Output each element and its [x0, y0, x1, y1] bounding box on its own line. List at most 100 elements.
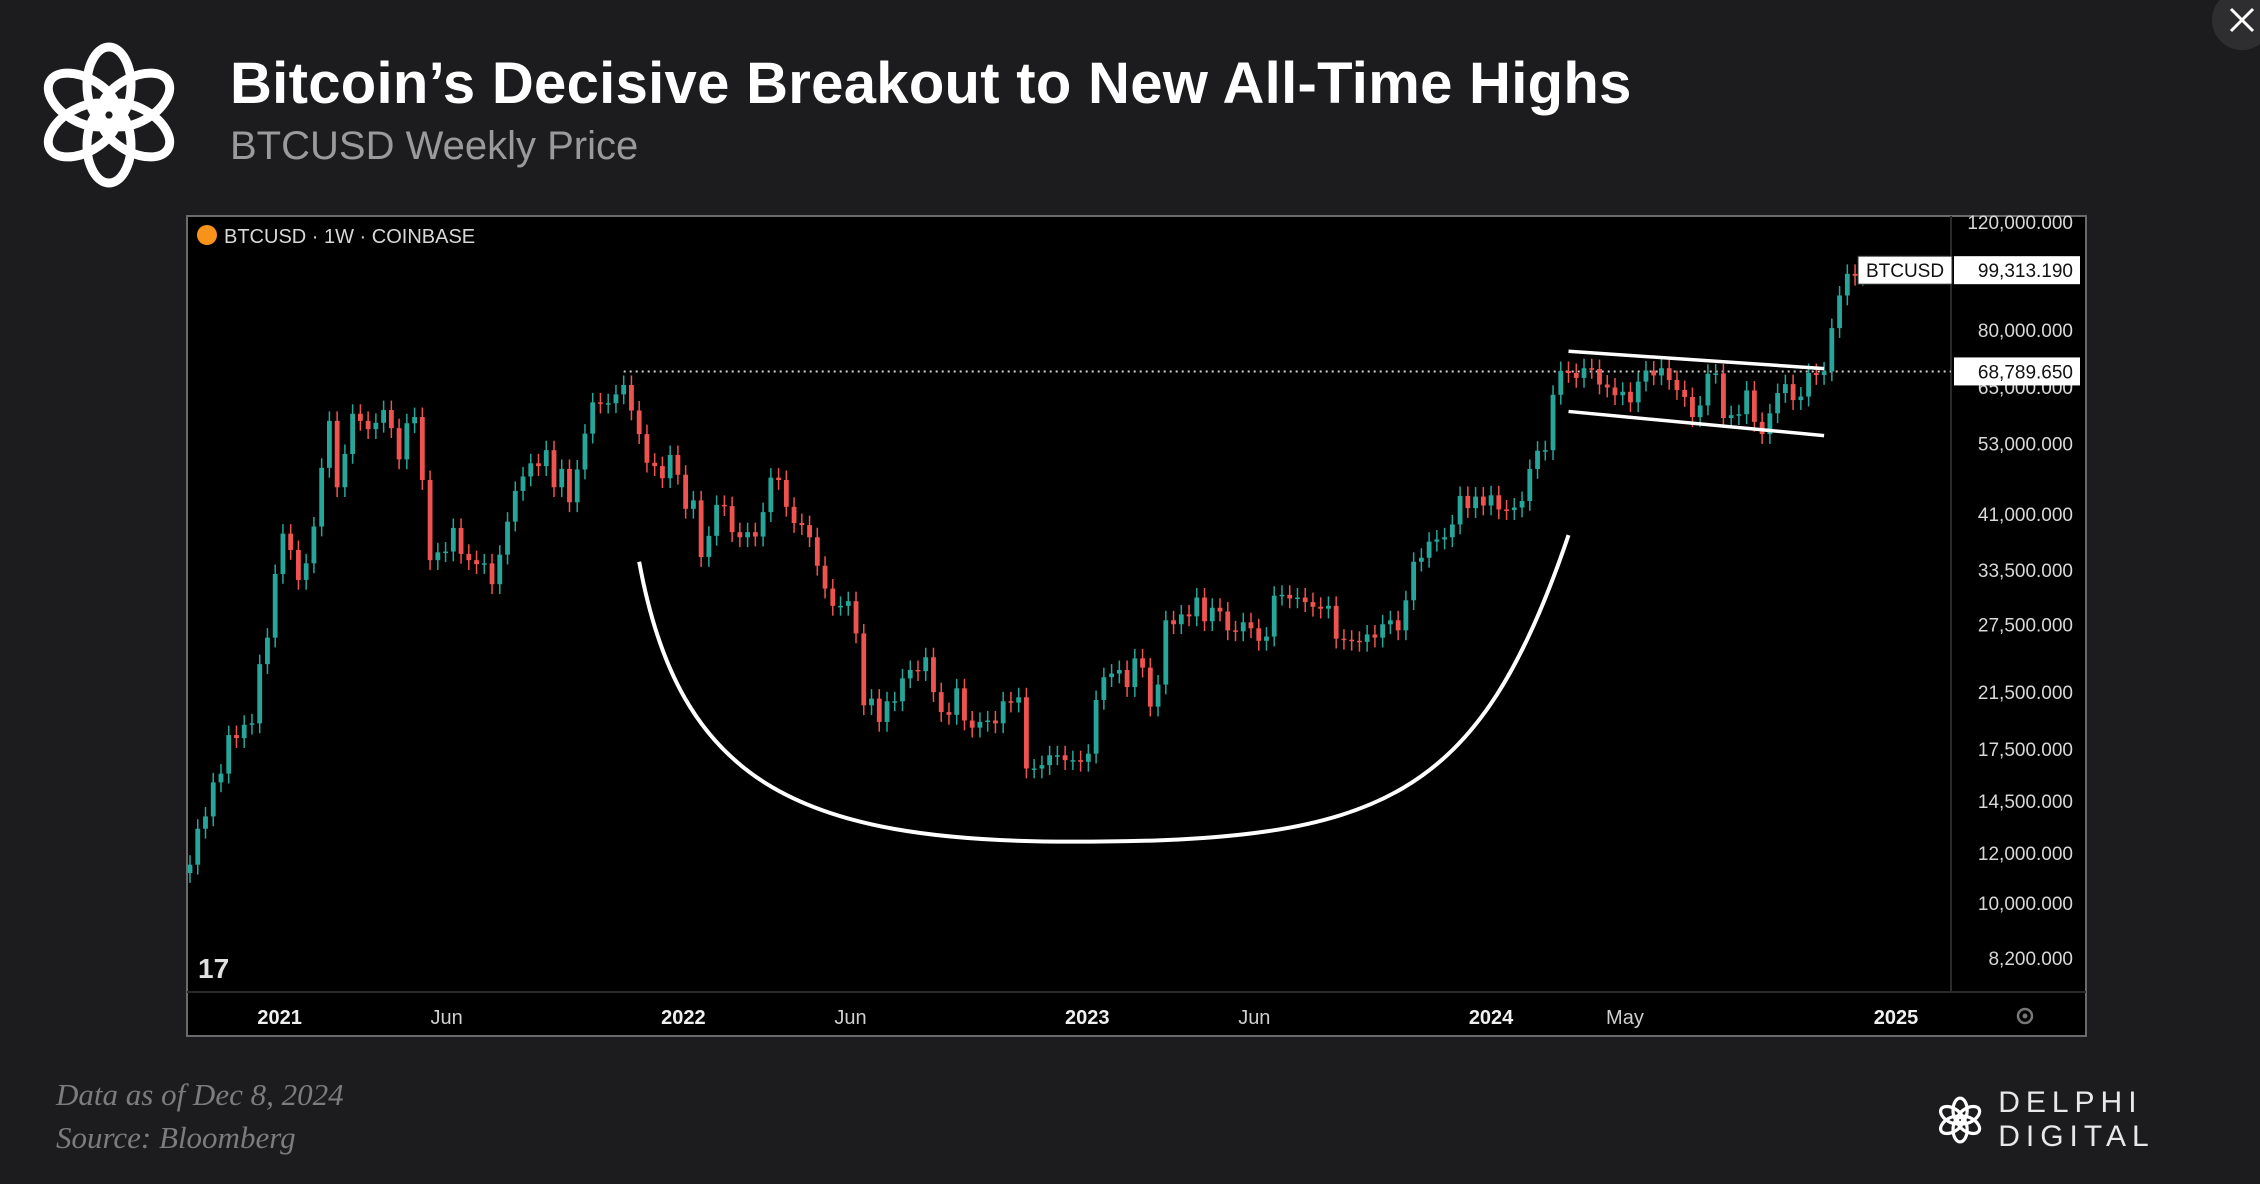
candle-body	[869, 698, 874, 706]
candle-body	[590, 402, 596, 434]
candle	[1163, 610, 1169, 695]
price-label-value: 68,789.650	[1978, 362, 2073, 383]
candle-body	[721, 504, 727, 507]
candle-body	[1140, 658, 1145, 668]
candle-body	[1442, 537, 1448, 540]
candle	[574, 460, 580, 513]
candle-body	[474, 560, 479, 565]
candle-body	[218, 773, 224, 783]
candle	[1217, 598, 1223, 622]
candle-body	[737, 532, 743, 538]
candle-body	[1759, 421, 1765, 435]
candle-body	[1597, 369, 1602, 385]
candle-body	[1248, 622, 1254, 629]
candle	[505, 512, 510, 565]
source-note: Source: Bloomberg	[56, 1120, 296, 1155]
candle	[1418, 548, 1424, 572]
candle-body	[621, 384, 627, 395]
candle-body	[1566, 370, 1571, 374]
candle-body	[1186, 614, 1192, 617]
candle-body	[373, 422, 379, 430]
candle-body	[969, 720, 975, 728]
price-label: 68,789.650	[1954, 357, 2080, 386]
candle-body	[1024, 697, 1029, 769]
candle-body	[195, 828, 201, 865]
candle	[497, 545, 503, 595]
candle-body	[481, 563, 487, 565]
candle-body	[962, 688, 967, 721]
candle-body	[1101, 677, 1107, 700]
candle-body	[954, 688, 960, 715]
candle-body	[536, 463, 541, 467]
candle	[1341, 629, 1347, 650]
candle	[822, 556, 828, 599]
candle-body	[1372, 634, 1378, 638]
candle-body	[1457, 495, 1463, 525]
candle-body	[1395, 620, 1401, 631]
candle-body	[814, 537, 820, 566]
candle-body	[505, 521, 510, 555]
candle-body	[210, 782, 216, 817]
candle-body	[993, 720, 998, 724]
candle-body	[884, 701, 890, 722]
candle	[1271, 586, 1277, 647]
candle-body	[1426, 541, 1432, 558]
candle-body	[497, 554, 503, 585]
candle-body	[838, 605, 843, 608]
candle-body	[791, 506, 797, 524]
candle	[187, 855, 193, 883]
candle-body	[1302, 597, 1308, 603]
candle	[435, 542, 441, 570]
y-tick-label: 17,500.000	[1978, 740, 2073, 761]
candle	[265, 628, 270, 674]
candle-body	[1163, 620, 1169, 685]
candle-body	[357, 413, 363, 421]
candle-body	[690, 500, 696, 509]
candle-body	[567, 468, 572, 503]
candle-body	[1124, 669, 1130, 688]
candle	[559, 459, 565, 498]
y-tick-label: 120,000.000	[1967, 213, 2073, 234]
candle	[1573, 363, 1579, 388]
candle	[1697, 395, 1703, 427]
candle-body	[1357, 640, 1362, 643]
x-tick-label: May	[1606, 1007, 1644, 1029]
candle	[1031, 759, 1037, 779]
candle	[783, 470, 789, 517]
candle-body	[915, 669, 921, 672]
y-tick-label: 80,000.000	[1978, 321, 2073, 342]
candle	[900, 668, 905, 712]
candle-body	[296, 549, 301, 580]
candle-body	[799, 523, 805, 526]
candle	[1364, 624, 1370, 652]
candle-body	[946, 712, 952, 715]
candle-body	[853, 601, 859, 634]
candle-body	[660, 466, 665, 479]
candle-body	[1000, 701, 1006, 724]
candle	[528, 453, 534, 487]
candle	[257, 654, 263, 734]
candle-body	[1341, 638, 1347, 641]
candle	[1132, 648, 1138, 697]
candle	[1109, 664, 1114, 687]
candle	[474, 550, 479, 574]
candle	[1085, 744, 1091, 772]
bitcoin-dot-icon	[197, 225, 217, 245]
x-tick-label: Jun	[431, 1007, 463, 1029]
knot-logo-icon	[34, 40, 184, 190]
candle-body	[652, 462, 658, 467]
candle	[551, 440, 557, 498]
candle-body	[1031, 768, 1037, 770]
candle-body	[1550, 394, 1556, 451]
candle	[1519, 491, 1525, 518]
candle	[520, 466, 526, 501]
candle	[1790, 374, 1796, 410]
candle	[1202, 588, 1207, 632]
candle-body	[706, 535, 712, 557]
candle-body	[1062, 755, 1068, 761]
candle-body	[1132, 658, 1138, 688]
candle	[443, 542, 448, 563]
candle-body	[1519, 501, 1525, 508]
candle	[1635, 372, 1641, 413]
candle-body	[1767, 413, 1773, 435]
